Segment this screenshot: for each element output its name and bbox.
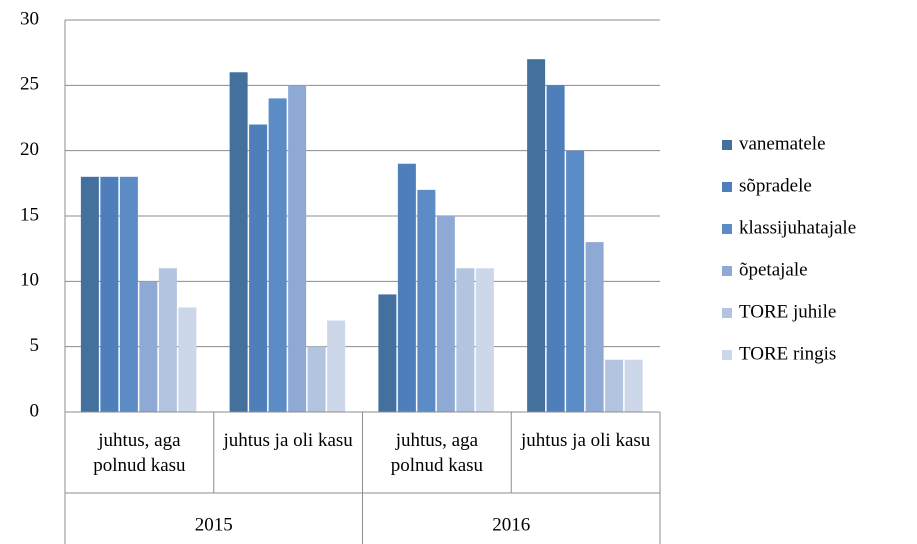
bar: [249, 124, 268, 413]
y-tick-label: 25: [20, 74, 39, 95]
bar: [475, 268, 494, 412]
bar: [397, 163, 416, 412]
x-tick-label: juhtus, aga polnud kasu: [390, 430, 484, 476]
bar: [436, 216, 455, 412]
bar: [100, 176, 119, 412]
x-group-label: 2016: [492, 514, 530, 535]
x-group-label: 2015: [195, 514, 233, 535]
bar: [178, 307, 197, 412]
bar: [268, 98, 287, 413]
legend-label: TORE juhile: [739, 301, 836, 322]
y-tick-label: 15: [20, 204, 39, 225]
bar: [139, 281, 158, 412]
legend-swatch: [722, 266, 732, 276]
bar: [288, 85, 307, 412]
y-tick-label: 0: [30, 400, 40, 421]
bar: [327, 320, 346, 412]
bar: [378, 294, 397, 412]
bar: [158, 268, 177, 412]
bar: [527, 59, 546, 412]
y-tick-label: 20: [20, 139, 39, 160]
legend-swatch: [722, 308, 732, 318]
bar: [624, 359, 643, 412]
bar: [566, 150, 585, 412]
x-tick-label: juhtus ja oli kasu: [520, 430, 651, 451]
legend-label: TORE ringis: [739, 343, 836, 364]
legend-swatch: [722, 224, 732, 234]
legend-swatch: [722, 182, 732, 192]
legend-label: sõpradele: [739, 175, 812, 196]
y-tick-label: 5: [30, 335, 40, 356]
legend-label: vanematele: [739, 133, 826, 154]
legend-label: klassijuhatajale: [739, 217, 856, 238]
bar: [585, 242, 604, 412]
legend-label: õpetajale: [739, 259, 808, 280]
bar: [229, 72, 248, 413]
x-tick-label: juhtus, aga polnud kasu: [93, 430, 186, 476]
y-tick-label: 30: [20, 8, 39, 29]
bar: [307, 346, 326, 412]
bar: [119, 176, 138, 412]
bar: [456, 268, 475, 412]
bar: [605, 359, 624, 412]
legend-swatch: [722, 350, 732, 360]
bar: [546, 85, 565, 412]
legend-swatch: [722, 140, 732, 150]
y-tick-label: 10: [20, 270, 39, 291]
bar: [417, 189, 436, 412]
x-tick-label: juhtus ja oli kasu: [223, 430, 353, 451]
bar: [80, 176, 99, 412]
